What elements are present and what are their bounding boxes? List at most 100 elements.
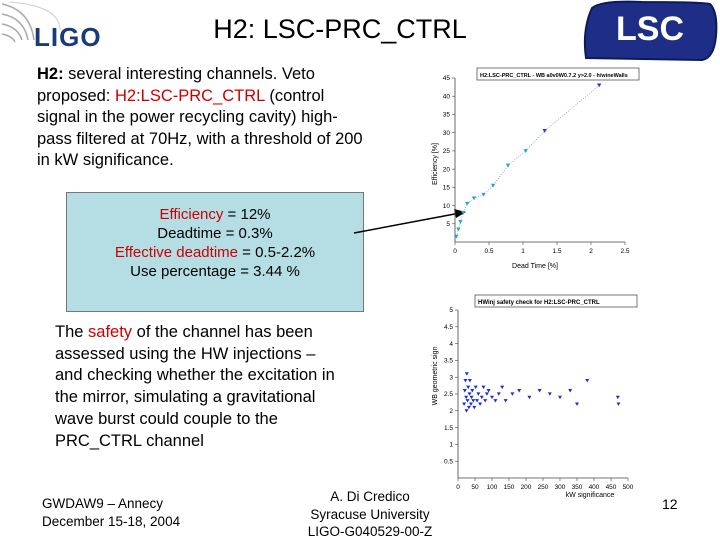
data-point bbox=[463, 378, 468, 383]
data-point bbox=[473, 385, 478, 390]
y-tick-label: 1 bbox=[449, 442, 453, 449]
x-tick-label: 1 bbox=[521, 248, 525, 255]
data-point bbox=[503, 399, 508, 403]
effective-deadtime-line: Effective deadtime = 0.5-2.2% bbox=[67, 243, 363, 262]
data-point bbox=[475, 399, 480, 403]
data-point bbox=[468, 402, 473, 406]
data-point bbox=[460, 211, 466, 215]
data-point bbox=[486, 389, 491, 393]
footer-author-name: A. Di Credico bbox=[330, 489, 410, 504]
deadtime-line: Deadtime = 0.3% bbox=[157, 225, 273, 242]
data-point bbox=[454, 234, 459, 239]
efficiency-deadtime-chart: H2:LSC-PRC_CTRL - WB a0v0W0.7.2 y>2.0 - … bbox=[432, 67, 640, 270]
data-point bbox=[465, 399, 470, 403]
use-percentage-line: Use percentage = 3.44 % bbox=[130, 263, 300, 280]
y-tick-label: 2.5 bbox=[444, 391, 453, 398]
y-tick-label: 4 bbox=[449, 341, 453, 348]
data-point bbox=[481, 385, 486, 390]
efficiency-value: = 12% bbox=[223, 206, 271, 223]
x-tick-label: 0.5 bbox=[484, 248, 493, 255]
data-point bbox=[466, 385, 471, 390]
chart2-title: HWinj safety check for H2:LSC-PRC_CTRL bbox=[478, 300, 600, 306]
ligo-logo bbox=[1, 1, 61, 43]
x-tick-label: 50 bbox=[471, 484, 479, 491]
y-tick-label: 45 bbox=[443, 75, 451, 82]
effective-deadtime-label: Effective deadtime bbox=[114, 244, 238, 261]
effective-deadtime-value: = 0.5-2.2% bbox=[238, 244, 316, 261]
ligo-logo-text: LIGO bbox=[34, 22, 102, 52]
data-point bbox=[517, 389, 522, 393]
y-tick-label: 3 bbox=[449, 374, 453, 381]
x-tick-label: 0 bbox=[456, 484, 460, 491]
data-point bbox=[470, 389, 475, 393]
y-tick-label: 20 bbox=[443, 166, 451, 173]
footer-conference: GWDAW9 – Annecy December 15-18, 2004 bbox=[42, 495, 180, 530]
y-tick-label: 5 bbox=[449, 307, 453, 314]
y-tick-label: 35 bbox=[443, 112, 451, 119]
data-point bbox=[464, 395, 469, 400]
intro-paragraph: H2: several interesting channels. Veto p… bbox=[37, 64, 367, 172]
footer-author-affiliation: Syracuse University bbox=[310, 506, 430, 522]
data-point bbox=[456, 227, 461, 232]
chart2-title-box bbox=[474, 294, 638, 308]
data-point bbox=[472, 405, 477, 410]
chart1-title: H2:LSC-PRC_CTRL - WB a0v0W0.7.2 y>2.0 - … bbox=[480, 73, 628, 79]
data-point bbox=[615, 395, 620, 400]
data-point bbox=[490, 395, 494, 400]
data-point bbox=[542, 129, 547, 133]
x-tick-label: 400 bbox=[589, 484, 600, 491]
intro-channel: H2:LSC-PRC_CTRL bbox=[114, 86, 265, 105]
data-point bbox=[481, 192, 486, 197]
data-point bbox=[465, 201, 470, 206]
chart1-ylabel: Efficiency [%] bbox=[432, 143, 439, 185]
data-point bbox=[483, 399, 488, 403]
chart1-title-box bbox=[476, 67, 640, 81]
data-point bbox=[510, 392, 515, 396]
data-point bbox=[616, 402, 621, 406]
chart2-ylabel: WB geometric sign bbox=[432, 347, 439, 406]
intro-text-2: (control signal in the power recycling c… bbox=[37, 86, 363, 170]
y-tick-label: 0.5 bbox=[444, 458, 453, 465]
x-tick-label: 2.5 bbox=[620, 248, 629, 255]
x-tick-label: 0 bbox=[453, 248, 457, 255]
footer-author: A. Di Credico Syracuse University LIGO-G… bbox=[290, 488, 450, 541]
x-tick-label: 2 bbox=[589, 248, 593, 255]
x-tick-label: 200 bbox=[521, 484, 532, 491]
x-tick-label: 300 bbox=[555, 484, 566, 491]
data-point bbox=[467, 378, 472, 383]
x-tick-label: 500 bbox=[623, 484, 634, 491]
data-point bbox=[500, 385, 505, 390]
x-tick-label: 1.5 bbox=[552, 248, 561, 255]
x-tick-label: 250 bbox=[538, 484, 549, 491]
safety-highlight: safety bbox=[88, 323, 133, 341]
x-tick-label: 350 bbox=[572, 484, 583, 491]
x-tick-label: 150 bbox=[504, 484, 515, 491]
data-point bbox=[476, 392, 481, 396]
data-point bbox=[575, 402, 579, 406]
safety-text-2: of the channel has been assessed using t… bbox=[55, 323, 335, 450]
footer-conference-name: GWDAW9 – Annecy bbox=[42, 496, 164, 511]
y-tick-label: 4.5 bbox=[444, 324, 453, 331]
efficiency-line: Efficiency = 12% bbox=[67, 205, 363, 224]
data-point bbox=[462, 402, 467, 406]
data-point bbox=[537, 389, 542, 393]
data-point bbox=[471, 399, 476, 403]
intro-lead: H2: bbox=[37, 65, 64, 83]
y-tick-label: 15 bbox=[443, 185, 451, 192]
data-point bbox=[469, 395, 474, 400]
data-point bbox=[484, 392, 489, 396]
data-point bbox=[462, 389, 467, 393]
y-tick-label: 2 bbox=[449, 408, 453, 415]
data-point bbox=[496, 392, 501, 396]
data-point bbox=[467, 392, 472, 396]
data-point bbox=[505, 163, 511, 168]
data-point bbox=[464, 409, 469, 413]
lsc-logo-text: LSC bbox=[616, 10, 684, 48]
chart1-xlabel: Dead Time [%] bbox=[512, 263, 558, 270]
y-tick-label: 3.5 bbox=[444, 358, 453, 365]
slide-title: H2: LSC-PRC_CTRL bbox=[213, 14, 467, 44]
data-point bbox=[558, 395, 562, 400]
data-point bbox=[527, 395, 532, 400]
hwinj-safety-chart: HWinj safety check for H2:LSC-PRC_CTRL W… bbox=[432, 294, 638, 499]
intro-end: . bbox=[169, 151, 174, 169]
